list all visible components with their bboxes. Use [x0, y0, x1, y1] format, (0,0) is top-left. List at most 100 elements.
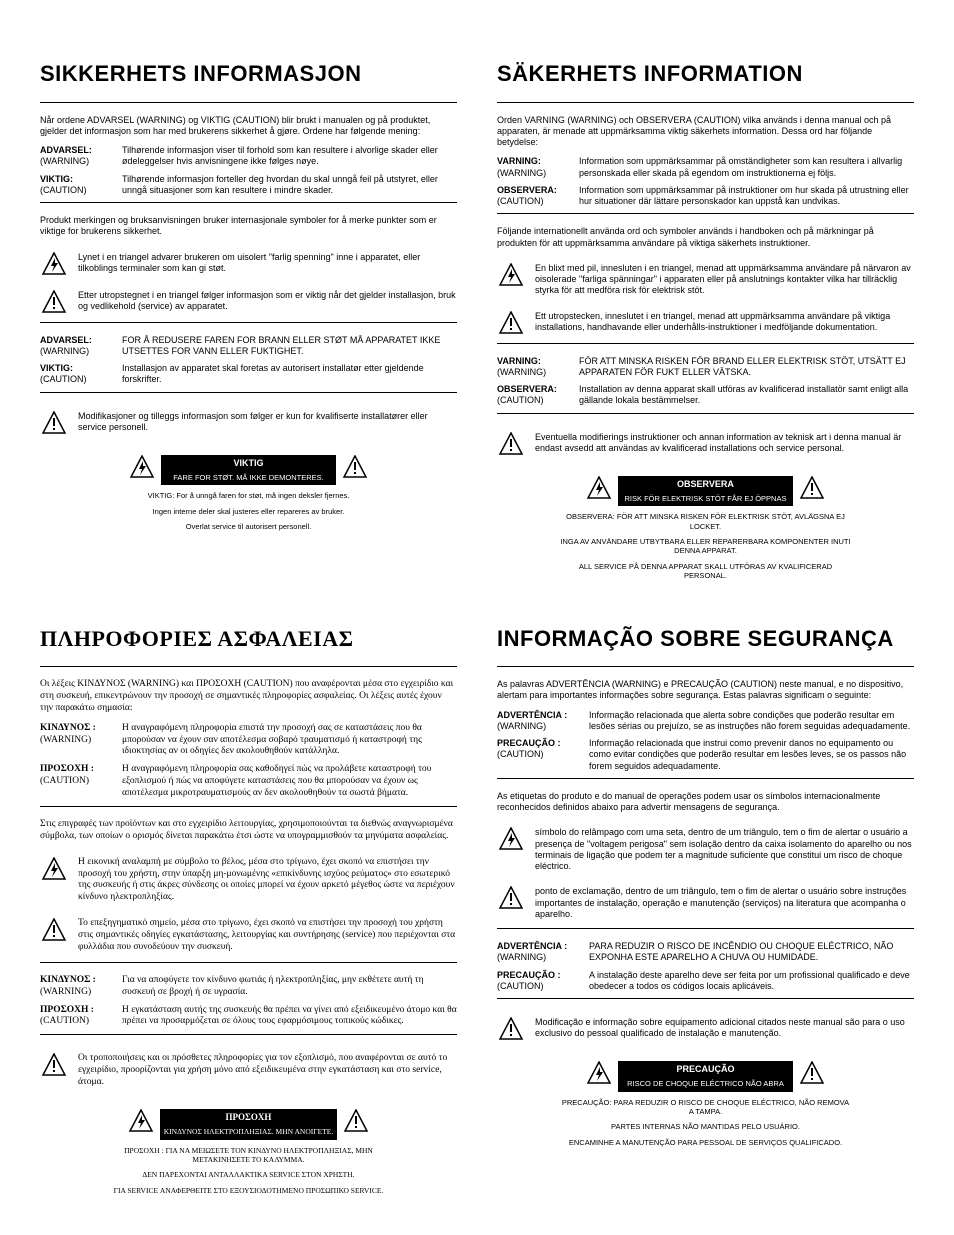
def-label-sub: (CAUTION): [40, 1016, 122, 1028]
def-label-top: VIKTIG:: [40, 174, 122, 185]
rule: [40, 102, 457, 103]
def-warning: VARNING: (WARNING) Information som uppmä…: [497, 156, 914, 179]
def-body: Η αναγραφόμενη πληροφορία σας καθοδηγεί …: [122, 764, 457, 800]
warning-box: OBSERVERA RISK FÖR ELEKTRISK STÖT FÅR EJ…: [560, 476, 852, 581]
exclamation-triangle-icon: [799, 1061, 825, 1085]
def-warning: ΚΙΝΔΥΝΟΣ : (WARNING) Για να αποφύγετε το…: [40, 975, 457, 999]
rule: [497, 413, 914, 414]
symbol-text: En blixt med pil, innesluten i en triang…: [535, 263, 914, 297]
def-label-sub: (WARNING): [497, 721, 589, 732]
def-label: VIKTIG: (CAUTION): [40, 174, 122, 197]
rule: [40, 962, 457, 963]
def-label-top: ADVARSEL:: [40, 335, 122, 346]
symbol-text: Etter utropstegnet i en triangel følger …: [78, 290, 457, 313]
symbol-bolt-row: Η εικονική αναλαμπή με σύμβολο το βέλος,…: [40, 857, 457, 905]
page: SIKKERHETS INFORMASJON Når ordene ADVARS…: [0, 0, 954, 1235]
bolt-triangle-icon: [586, 476, 612, 500]
def-body: Installasjon av apparatet skal foretas a…: [122, 363, 457, 386]
symbol-text: Eventuella modifierings instruktioner oc…: [535, 432, 914, 455]
symbol-bolt-row: En blixt med pil, innesluten i en triang…: [497, 263, 914, 297]
def-label: VIKTIG: (CAUTION): [40, 363, 122, 386]
exclamation-triangle-icon: [497, 886, 525, 910]
symbol-intro: Följande internationellt använda ord och…: [497, 226, 914, 249]
def-label-sub: (WARNING): [40, 346, 122, 357]
intro-text: As palavras ADVERTÊNCIA (WARNING) e PREC…: [497, 679, 914, 702]
warning-box-head: PRECAUÇÃO: [618, 1061, 793, 1078]
bolt-triangle-icon: [40, 252, 68, 276]
def-body: FÖR ATT MINSKA RISKEN FÖR BRAND ELLER EL…: [579, 356, 914, 379]
def-label: ΚΙΝΔΥΝΟΣ : (WARNING): [40, 975, 122, 999]
warning-box: VIKTIG FARE FOR STØT. MÅ IKKE DEMONTERES…: [103, 455, 395, 532]
warning-box-sub: RISK FÖR ELEKTRISK STÖT FÅR EJ ÖPPNAS: [618, 493, 793, 506]
title: SÄKERHETS INFORMATION: [497, 60, 914, 88]
bolt-triangle-icon: [40, 857, 68, 881]
warning-box-lines: VIKTIG: For å unngå faren for støt, må i…: [103, 491, 395, 531]
def-label-sub: (WARNING): [497, 952, 589, 963]
warning-line: INGA AV ANVÄNDARE UTBYTBARA ELLER REPARE…: [560, 537, 852, 556]
def-body: Για να αποφύγετε τον κίνδυνο φωτιάς ή ηλ…: [122, 975, 457, 999]
rule: [40, 322, 457, 323]
def-caution: VIKTIG: (CAUTION) Tilhørende informasjon…: [40, 174, 457, 197]
bolt-triangle-icon: [497, 263, 525, 287]
panel-norwegian: SIKKERHETS INFORMASJON Når ordene ADVARS…: [40, 60, 457, 585]
intro-text: Orden VARNING (WARNING) och OBSERVERA (C…: [497, 115, 914, 149]
def-label-top: ADVERTÊNCIA :: [497, 941, 589, 952]
warning-line: ΔΕΝ ΠΑΡΕΧΟΝΤΑΙ ΑΝΤΑΛΛΑΚΤΙΚΑ SERVICE ΣΤΟΝ…: [103, 1170, 395, 1179]
symbol-bang-row: Modifikasjoner og tilleggs informasjon s…: [40, 411, 457, 435]
def-label: ADVERTÊNCIA : (WARNING): [497, 710, 589, 733]
def-label: OBSERVERA: (CAUTION): [497, 384, 579, 407]
exclamation-triangle-icon: [40, 290, 68, 314]
symbol-text: Lynet i en triangel advarer brukeren om …: [78, 252, 457, 275]
def-label: PRECAUÇÃO : (CAUTION): [497, 970, 589, 993]
warning-box-head: VIKTIG: [161, 455, 336, 472]
rule: [40, 202, 457, 203]
warning-box-lines: PRECAUÇÃO: PARA REDUZIR O RISCO DE CHOQU…: [560, 1098, 852, 1148]
exclamation-triangle-icon: [40, 1053, 68, 1077]
rule: [40, 392, 457, 393]
def-label-top: ADVARSEL:: [40, 145, 122, 156]
intro-text: Når ordene ADVARSEL (WARNING) og VIKTIG …: [40, 115, 457, 138]
def-body: PARA REDUZIR O RISCO DE INCÊNDIO OU CHOQ…: [589, 941, 914, 964]
symbol-intro: Produkt merkingen og bruksanvisningen br…: [40, 215, 457, 238]
symbol-bolt-row: Lynet i en triangel advarer brukeren om …: [40, 252, 457, 276]
exclamation-triangle-icon: [40, 918, 68, 942]
def-label: ΠΡΟΣΟΧΗ : (CAUTION): [40, 764, 122, 800]
def-label-sub: (CAUTION): [40, 185, 122, 196]
def-caution: ΠΡΟΣΟΧΗ : (CAUTION) Η εγκατάσταση αυτής …: [40, 1005, 457, 1029]
rule: [497, 102, 914, 103]
def-body: Installation av denna apparat skall utfö…: [579, 384, 914, 407]
def-label-top: PRECAUÇÃO :: [497, 970, 589, 981]
warning-box-sub: RISCO DE CHOQUE ELÉCTRICO NÃO ABRA: [618, 1078, 793, 1091]
exclamation-triangle-icon: [497, 1017, 525, 1041]
exclamation-triangle-icon: [343, 1109, 369, 1133]
def-label-sub: (CAUTION): [497, 395, 579, 406]
def-label-sub: (CAUTION): [497, 196, 579, 207]
def-label-top: ΠΡΟΣΟΧΗ :: [40, 1005, 122, 1017]
warning-line: ΠΡΟΣΟΧΗ : ΓΙΑ ΝΑ ΜΕΙΩΣΕΤΕ ΤΟΝ ΚΙΝΔΥΝΟ ΗΛ…: [103, 1146, 395, 1165]
exclamation-triangle-icon: [40, 411, 68, 435]
rule: [40, 1034, 457, 1035]
def-label: ADVERTÊNCIA : (WARNING): [497, 941, 589, 964]
def-body: A instalação deste aparelho deve ser fei…: [589, 970, 914, 993]
def-label: ADVARSEL: (WARNING): [40, 335, 122, 358]
def-warning: ADVARSEL: (WARNING) Tilhørende informasj…: [40, 145, 457, 168]
panel-portuguese: INFORMAÇÃO SOBRE SEGURANÇA As palavras A…: [497, 625, 914, 1196]
exclamation-triangle-icon: [497, 432, 525, 456]
def-warning: VARNING: (WARNING) FÖR ATT MINSKA RISKEN…: [497, 356, 914, 379]
bolt-triangle-icon: [497, 827, 525, 851]
symbol-bang-row: Ett utropstecken, inneslutet i en triang…: [497, 311, 914, 335]
def-label-sub: (WARNING): [40, 156, 122, 167]
def-label-sub: (CAUTION): [497, 749, 589, 760]
def-label: VARNING: (WARNING): [497, 356, 579, 379]
def-label-sub: (WARNING): [40, 735, 122, 747]
title: SIKKERHETS INFORMASJON: [40, 60, 457, 88]
def-label: PRECAUÇÃO : (CAUTION): [497, 738, 589, 772]
warning-box: ΠΡΟΣΟΧΗ ΚΙΝΔΥΝΟΣ ΗΛΕΚΤΡΟΠΛΗΞΙΑΣ. ΜΗΝ ΑΝΟ…: [103, 1109, 395, 1195]
symbol-text: Modificação e informação sobre equipamen…: [535, 1017, 914, 1040]
def-warning: ADVERTÊNCIA : (WARNING) Informação relac…: [497, 710, 914, 733]
panel-swedish: SÄKERHETS INFORMATION Orden VARNING (WAR…: [497, 60, 914, 585]
exclamation-triangle-icon: [342, 455, 368, 479]
def-caution: OBSERVERA: (CAUTION) Information som upp…: [497, 185, 914, 208]
def-label-sub: (WARNING): [497, 168, 579, 179]
intro-text: Οι λέξεις ΚΙΝΔΥΝΟΣ (WARNING) και ΠΡΟΣΟΧΗ…: [40, 679, 457, 715]
